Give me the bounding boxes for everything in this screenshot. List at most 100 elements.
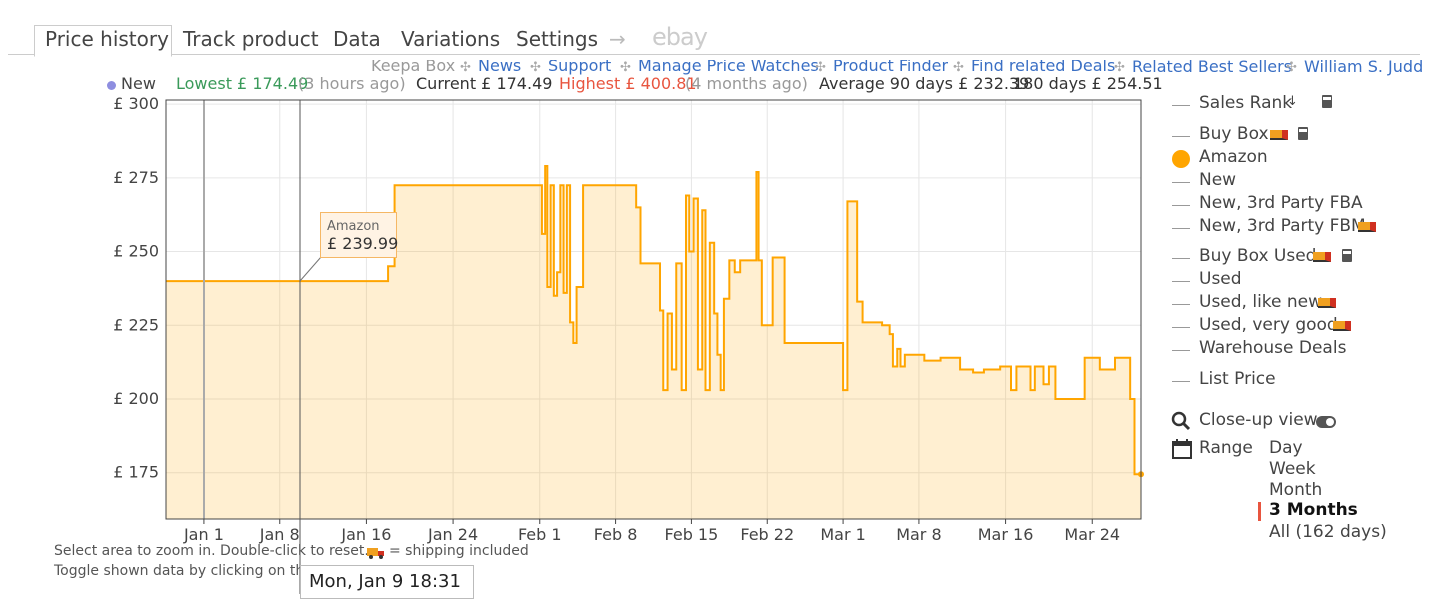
stat-average: Average 90 days £ 232.39 [819,74,1030,93]
legend-entry[interactable]: Sales Rank [1199,93,1293,113]
y-tick-label: £ 225 [113,315,159,334]
tab[interactable]: Track product [183,27,319,51]
legend-entry[interactable]: Buy Box [1199,124,1269,144]
tab[interactable]: ebay [652,23,708,51]
legend-dash [1172,350,1190,351]
legend-entry[interactable]: New, 3rd Party FBM [1199,216,1366,236]
link[interactable]: Keepa Box [371,56,456,75]
stat-new: New [121,74,156,93]
tab[interactable]: Price history [45,27,169,51]
legend-swatch [1172,150,1190,168]
link[interactable]: William S. Judd [1304,57,1424,76]
stat-lowest: Lowest £ 174.49 [176,74,309,93]
range-option[interactable]: All (162 days) [1269,522,1387,542]
range-label: Range [1199,438,1253,458]
x-tick-label: Mar 24 [1064,525,1120,544]
tab[interactable]: → [609,27,626,51]
truck-icon [1333,321,1351,331]
note-zoom: Select area to zoom in. Double-click to … [54,543,369,559]
range-option[interactable]: Day [1269,438,1303,458]
closeup-label[interactable]: Close-up view [1199,410,1318,430]
x-tick-label: Jan 16 [340,525,391,544]
legend-dash [1172,182,1190,183]
link-separator: ✣ [1114,60,1125,75]
link-separator: ✣ [815,60,826,75]
tab[interactable]: Variations [401,27,501,51]
price-line [166,165,1141,476]
closeup-toggle[interactable] [1315,415,1337,429]
legend-entry[interactable]: Used, very good [1199,315,1338,335]
x-tick-label: Feb 22 [740,525,794,544]
legend-entry[interactable]: New, 3rd Party FBA [1199,193,1363,213]
legend-dash [1172,105,1190,106]
link-separator: ✣ [530,60,541,75]
x-tick-label: Mar 1 [820,525,865,544]
lock-icon [1322,100,1332,108]
legend-entry[interactable]: New [1199,170,1237,190]
tab[interactable]: Data [333,27,381,51]
area [166,166,1141,519]
range-option[interactable]: Month [1269,480,1323,500]
lock-icon [1342,254,1352,262]
lock-icon [1298,132,1308,140]
tab[interactable]: Settings [516,27,599,51]
tooltip-box [320,212,397,258]
link[interactable]: Support [548,56,612,75]
truck-icon [1313,252,1331,262]
x-tick-label: Mar 8 [896,525,941,544]
link-separator: ✣ [953,60,964,75]
range-option[interactable]: 3 Months [1269,500,1358,520]
truck-icon [367,548,384,559]
sort-icon: ↓ [1287,94,1298,109]
link[interactable]: Manage Price Watches [638,56,819,75]
tooltip-pointer [299,256,322,282]
new-dot [107,81,116,90]
link[interactable]: Find related Deals [971,56,1116,75]
link[interactable]: News [478,56,522,75]
legend-entry[interactable]: Used [1199,269,1242,289]
legend-dash [1172,327,1190,328]
stat-highest: Highest £ 400.81 [559,74,697,93]
tab-bar-line [8,54,1420,55]
stat-lowest-when: (3 hours ago) [298,74,406,93]
range-option[interactable]: Week [1269,459,1316,479]
range-selected-bar [1258,502,1261,521]
legend-dash [1172,136,1190,137]
truck-icon [1318,298,1336,308]
x-tick-label: Jan 24 [427,525,478,544]
legend-entry[interactable]: Warehouse Deals [1199,338,1347,358]
y-tick-label: £ 250 [113,242,159,261]
x-tick-label: Feb 15 [665,525,719,544]
search-icon [1171,411,1191,431]
legend-dash [1172,205,1190,206]
active-tab [34,25,172,57]
x-tick-label: Mar 16 [978,525,1034,544]
link[interactable]: Related Best Sellers [1132,57,1293,76]
chart: £ 175 £ 200 £ 225 £ 250 £ 275 £ 300 Jan 1 Jan 8… [113,94,1144,594]
truck-icon [1358,222,1376,232]
x-tick-label: Feb 1 [518,525,562,544]
legend-dash [1172,281,1190,282]
date-box [300,565,474,599]
legend-entry[interactable]: List Price [1199,369,1276,389]
tooltip-value: £ 239.99 [327,234,398,253]
link-separator: ✣ [620,60,631,75]
legend-dash [1172,381,1190,382]
stat-current: Current £ 174.49 [416,74,553,93]
legend-entry[interactable]: Used, like new [1199,292,1323,312]
plot-frame [165,99,1142,520]
stat-average-180: 180 days £ 254.51 [1013,74,1163,93]
legend-entry[interactable]: Amazon [1199,147,1268,167]
legend-entry[interactable]: Buy Box Used [1199,246,1317,266]
y-tick-label: £ 300 [113,94,159,113]
legend-dash [1172,258,1190,259]
x-tick-label: Feb 8 [594,525,638,544]
plot-background [166,100,1141,519]
tooltip-date: Mon, Jan 9 18:31 [309,571,461,592]
tooltip-series: Amazon [327,219,380,234]
legend-dash [1172,304,1190,305]
link[interactable]: Product Finder [833,56,949,75]
y-tick-label: £ 275 [113,168,159,187]
truck-icon [1270,130,1288,140]
